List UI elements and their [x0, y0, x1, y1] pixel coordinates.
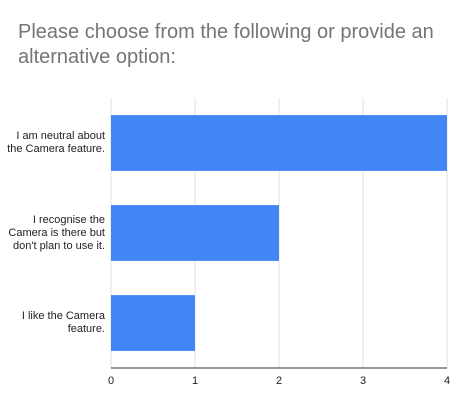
category-label-1: I recognise the Camera is there but don'… [8, 213, 105, 252]
x-tick-label-0: 0 [108, 375, 114, 387]
x-tick-label-3: 3 [360, 375, 366, 387]
bar-2 [111, 295, 195, 351]
chart-title: Please choose from the following or prov… [18, 21, 434, 68]
bar-0 [111, 115, 447, 171]
bar-1 [111, 205, 279, 261]
x-tick-label-2: 2 [276, 375, 282, 387]
category-label-0: I am neutral about the Camera feature. [7, 130, 105, 155]
x-tick-label-4: 4 [444, 375, 450, 387]
x-tick-label-1: 1 [192, 375, 198, 387]
category-label-2: I like the Camera feature. [21, 310, 105, 335]
